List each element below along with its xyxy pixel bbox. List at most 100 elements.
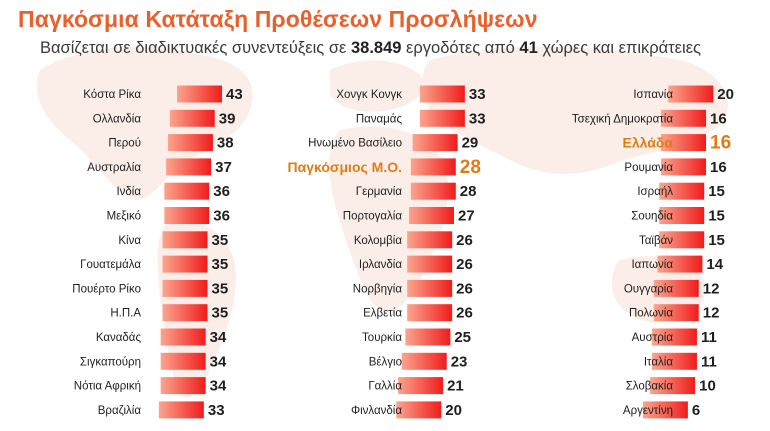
category-label: Σλοβακία bbox=[626, 381, 674, 393]
category-label: Μεξικό bbox=[107, 211, 141, 223]
bar bbox=[659, 182, 705, 200]
bar bbox=[651, 328, 697, 346]
value-label: 35 bbox=[211, 232, 228, 249]
value-label: 29 bbox=[462, 135, 479, 152]
bar bbox=[419, 85, 465, 103]
bar-row: Μεξικό 36 bbox=[107, 207, 230, 225]
value-label: 34 bbox=[210, 353, 227, 370]
bar bbox=[162, 279, 208, 297]
bar-row: Αυστρία 11 bbox=[632, 328, 717, 346]
bar bbox=[407, 279, 453, 297]
category-label: Ελβετία bbox=[363, 308, 402, 320]
bar-row: Νορβηγία 26 bbox=[353, 279, 473, 297]
category-label: Κόστα Ρίκα bbox=[83, 89, 141, 101]
category-label: Ισπανία bbox=[633, 89, 673, 101]
subtitle-text-1: Βασίζεται σε διαδικτυακές συνεντεύξεις σ… bbox=[40, 39, 351, 57]
value-label: 12 bbox=[703, 305, 720, 322]
value-label: 35 bbox=[211, 280, 228, 297]
bar bbox=[407, 231, 453, 249]
category-label: Σιγκαπούρη bbox=[80, 356, 141, 368]
category-label: Ουγγαρία bbox=[624, 283, 673, 295]
value-label: 25 bbox=[454, 329, 471, 346]
category-label: Τουρκία bbox=[362, 332, 402, 344]
category-label: Ιαπωνία bbox=[631, 259, 673, 271]
value-label: 26 bbox=[456, 232, 473, 249]
bar bbox=[661, 134, 707, 152]
bar-row: Βραζιλία 33 bbox=[98, 401, 225, 419]
bar bbox=[407, 304, 453, 322]
category-label: Νότια Αφρική bbox=[74, 381, 141, 393]
subtitle-text-3: χώρες και επικράτειες bbox=[537, 39, 702, 57]
category-label: Ιρλανδία bbox=[359, 259, 402, 271]
bar bbox=[166, 158, 212, 176]
value-label: 11 bbox=[701, 353, 717, 370]
bar-row: Ταϊβάν 15 bbox=[639, 231, 725, 249]
category-label: Τσεχική Δημοκρατία bbox=[572, 113, 673, 125]
value-label: 16 bbox=[710, 110, 727, 127]
category-label: Γερμανία bbox=[356, 186, 403, 198]
bar bbox=[167, 134, 213, 152]
bar-row: Φινλανδία 20 bbox=[351, 401, 462, 419]
bar-row: Ηνωμένο Βασίλειο 29 bbox=[308, 134, 478, 152]
category-label: Ιταλία bbox=[644, 356, 674, 368]
employers-count: 38.849 bbox=[350, 39, 402, 57]
bar-row: Ουγγαρία 12 bbox=[624, 279, 719, 297]
bar bbox=[407, 255, 453, 273]
bar bbox=[659, 231, 705, 249]
bar bbox=[661, 109, 707, 127]
category-label: Κολομβία bbox=[354, 235, 402, 247]
category-label: Κίνα bbox=[118, 235, 141, 247]
bar bbox=[177, 85, 222, 103]
bar-row: Καναδάς 34 bbox=[96, 328, 227, 346]
bar-row: Ιαπωνία 14 bbox=[631, 255, 724, 273]
value-label: 26 bbox=[456, 256, 473, 273]
bar bbox=[659, 207, 705, 224]
bar bbox=[401, 352, 447, 370]
category-label: Πουέρτο Ρίκο bbox=[72, 283, 141, 295]
category-label: Ταϊβάν bbox=[639, 235, 673, 247]
bar-row: Χονγκ Κονγκ 33 bbox=[336, 85, 486, 103]
value-label: 20 bbox=[445, 402, 462, 419]
value-label: 35 bbox=[211, 256, 228, 273]
bar bbox=[160, 328, 206, 346]
value-label: 16 bbox=[710, 133, 731, 154]
bar-row: Τσεχική Δημοκρατία 16 bbox=[572, 109, 727, 127]
value-label: 34 bbox=[210, 329, 227, 346]
bar bbox=[410, 158, 456, 176]
bar-row: Τουρκία 25 bbox=[362, 328, 471, 346]
subtitle-text-2: εργοδότες από bbox=[401, 39, 520, 57]
bar-row: Ελβετία 26 bbox=[363, 304, 473, 322]
category-label: Ελλάδα bbox=[623, 135, 674, 151]
bar bbox=[162, 255, 208, 273]
bar bbox=[169, 109, 215, 127]
category-label: Καναδάς bbox=[96, 332, 142, 344]
bar bbox=[408, 207, 454, 224]
value-label: 36 bbox=[213, 208, 230, 225]
category-label: Πορτογαλία bbox=[343, 211, 403, 223]
value-label: 6 bbox=[692, 402, 700, 419]
bar-row: Ισπανία 20 bbox=[633, 85, 734, 103]
value-label: 15 bbox=[708, 208, 725, 225]
value-label: 27 bbox=[458, 208, 475, 225]
value-label: 43 bbox=[226, 86, 243, 103]
bar bbox=[412, 134, 458, 152]
value-label: 20 bbox=[717, 86, 734, 103]
bar-row: Νότια Αφρική 34 bbox=[74, 377, 227, 395]
bar-row: Ελλάδα 16 bbox=[623, 133, 732, 154]
bar-row: Σλοβακία 10 bbox=[626, 377, 716, 395]
value-label: 15 bbox=[708, 232, 725, 249]
category-label: Βέλγιο bbox=[369, 356, 402, 368]
bar-row: Ολλανδία 39 bbox=[93, 109, 235, 127]
bar-row: Σουηδία 15 bbox=[631, 207, 725, 225]
bar bbox=[162, 304, 208, 322]
value-label: 16 bbox=[710, 159, 727, 176]
category-label: Η.Π.Α bbox=[110, 308, 141, 320]
bar-row: Ισραήλ 15 bbox=[637, 182, 725, 200]
bar-row: Κολομβία 26 bbox=[354, 231, 473, 249]
bar bbox=[164, 182, 210, 200]
bar bbox=[158, 401, 204, 419]
bar-row: Ρουμανία 16 bbox=[624, 158, 727, 176]
value-label: 23 bbox=[451, 353, 468, 370]
category-label: Ινδία bbox=[116, 186, 141, 198]
